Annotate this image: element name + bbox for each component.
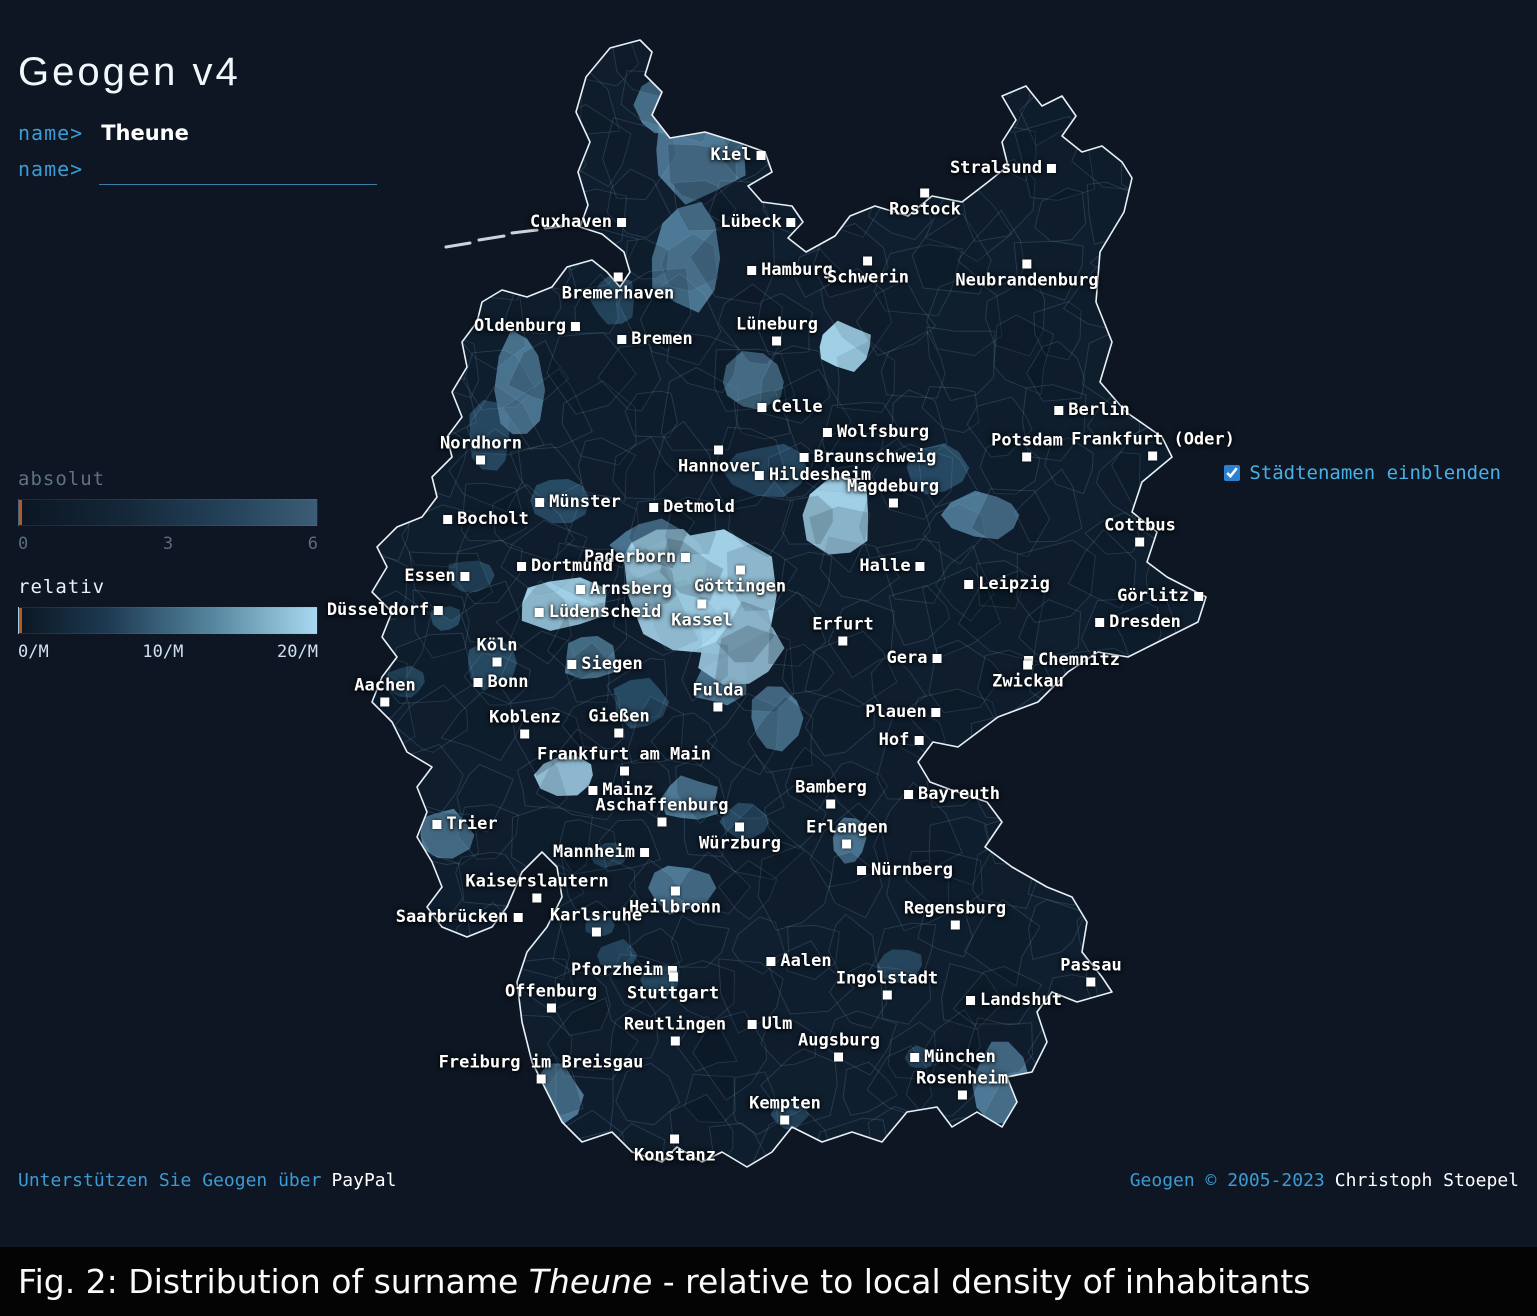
density-region-bright xyxy=(621,529,707,587)
density-region-dim xyxy=(448,560,495,593)
name-input-row: name> xyxy=(18,157,378,185)
density-region-dim xyxy=(597,939,638,970)
caption-prefix: Fig. 2: Distribution of surname xyxy=(18,1262,529,1301)
caption-suffix: - relative to local density of inhabitan… xyxy=(652,1262,1311,1301)
footer: Unterstützen Sie Geogen über PayPal Geoge… xyxy=(18,1170,1519,1191)
germany-landmass xyxy=(372,40,1206,1167)
density-region-dim xyxy=(770,1100,810,1131)
name-query-value: Theune xyxy=(101,121,189,145)
legend: absolut 0 3 6 relativ 0/M 10/M 20/M xyxy=(18,468,318,662)
name-query-row: name> Theune xyxy=(18,121,377,145)
density-region-bright xyxy=(521,577,607,631)
density-region-mid xyxy=(494,329,546,435)
density-region-dim xyxy=(613,677,669,729)
density-region-bright xyxy=(819,320,871,372)
density-region-bright xyxy=(802,475,869,555)
name-input[interactable] xyxy=(99,157,378,185)
relativ-tick-1: 10/M xyxy=(142,642,184,662)
density-region-dim xyxy=(719,802,770,840)
support-text: Unterstützen Sie Geogen über PayPal xyxy=(18,1170,396,1191)
show-city-names-toggle[interactable]: Städtenamen einblenden xyxy=(1224,462,1501,484)
legend-absolut-ticks: 0 3 6 xyxy=(18,534,318,554)
app-header: Geogen v4 name> Theune name> xyxy=(18,50,378,185)
density-region-mid xyxy=(660,775,719,820)
caption-surname: Theune xyxy=(528,1262,653,1301)
germany-outline xyxy=(371,39,1207,1168)
legend-relativ-gradient-bar xyxy=(18,607,318,634)
density-region-mid xyxy=(722,351,784,411)
germany-choropleth-map xyxy=(371,39,1207,1168)
app-title: Geogen v4 xyxy=(18,50,241,94)
density-region-mid xyxy=(648,865,717,915)
legend-relativ-zero-tick xyxy=(19,608,22,633)
relativ-tick-0: 0/M xyxy=(18,642,49,662)
copyright-text: Geogen © 2005-2023 Christoph Stoepel xyxy=(1130,1170,1519,1191)
density-region-bright xyxy=(698,605,785,685)
copyright-author: Christoph Stoepel xyxy=(1334,1170,1519,1191)
absolut-tick-2: 6 xyxy=(307,534,318,554)
name-prompt-label: name> xyxy=(18,157,84,181)
density-region-bright xyxy=(533,754,593,796)
density-region-dim xyxy=(469,400,510,471)
legend-relativ-label: relativ xyxy=(18,576,106,598)
density-region-dim xyxy=(467,637,517,691)
support-prefix: Unterstützen Sie Geogen über xyxy=(18,1170,322,1191)
density-region-mid xyxy=(751,686,804,752)
density-region-dim xyxy=(589,842,628,868)
map-stage: Kiel Stralsund Rostock Cuxhaven Lübeck Hambur… xyxy=(18,39,1519,1191)
absolut-tick-1: 3 xyxy=(162,534,174,554)
name-prompt-label: name> xyxy=(18,121,84,145)
north-sea-islands xyxy=(444,224,564,249)
show-city-names-label: Städtenamen einblenden xyxy=(1249,462,1501,484)
legend-absolut-zero-tick xyxy=(19,500,22,525)
legend-relativ-ticks: 0/M 10/M 20/M xyxy=(18,642,318,662)
paypal-link[interactable]: PayPal xyxy=(331,1170,397,1191)
density-region-dim xyxy=(906,443,970,495)
legend-absolut-gradient-bar xyxy=(18,499,318,526)
density-region-mid xyxy=(564,636,617,679)
density-region-mid xyxy=(651,201,721,313)
density-region-dim xyxy=(387,665,425,698)
density-region-dim xyxy=(590,276,634,325)
density-region-dim xyxy=(876,949,923,983)
figure-caption: Fig. 2: Distribution of surname Theune -… xyxy=(0,1247,1537,1316)
show-city-names-checkbox[interactable] xyxy=(1224,465,1241,481)
density-region-dim xyxy=(722,443,808,498)
density-region-mid xyxy=(940,490,1020,540)
relativ-tick-2: 20/M xyxy=(277,642,318,662)
density-region-dim xyxy=(530,479,591,524)
copyright-years: Geogen © 2005-2023 xyxy=(1129,1170,1325,1191)
density-regions-layer xyxy=(387,71,1031,1131)
absolut-tick-0: 0 xyxy=(18,534,29,554)
legend-absolut-label: absolut xyxy=(18,468,106,490)
density-region-dim xyxy=(904,1045,938,1068)
